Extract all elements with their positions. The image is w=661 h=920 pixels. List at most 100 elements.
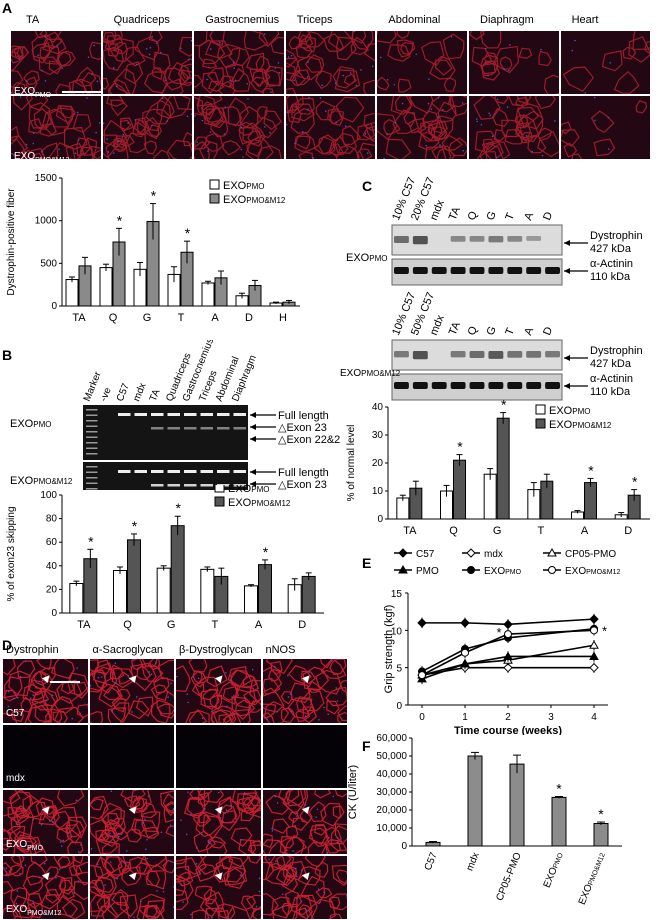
nucleus-dot xyxy=(37,55,39,57)
protein-label: α-Actinin xyxy=(590,373,633,385)
nucleus-dot xyxy=(323,891,325,893)
nucleus-dot xyxy=(41,70,43,72)
nucleus-dot xyxy=(318,719,320,721)
fiber-outline xyxy=(222,811,237,831)
panel-d-row-label: C57 xyxy=(6,708,24,719)
fiber-outline xyxy=(316,101,334,119)
immunostain-tile xyxy=(175,724,262,790)
nucleus-dot xyxy=(161,98,163,100)
nucleus-dot xyxy=(372,65,374,67)
y-tick-label: 80 xyxy=(46,514,58,525)
nucleus-dot xyxy=(52,821,54,823)
actinin-band xyxy=(413,382,428,389)
band-label: Full length xyxy=(278,467,329,479)
fiber-outline xyxy=(410,96,433,113)
y-axis-label: Grip strength (kgf) xyxy=(383,605,395,694)
ladder-band xyxy=(86,466,98,468)
dystrophin-band xyxy=(507,351,522,358)
data-point xyxy=(591,627,598,634)
fiber-outline xyxy=(602,51,621,71)
legend-swatch xyxy=(536,405,545,414)
nucleus-dot xyxy=(135,696,137,698)
fiber-outline xyxy=(40,31,61,42)
nucleus-dot xyxy=(33,819,35,821)
panel-f-bar-chart: 010,00020,00030,00040,00050,00060,000CK … xyxy=(340,728,661,917)
nucleus-dot xyxy=(507,106,509,108)
nucleus-dot xyxy=(210,48,212,50)
nucleus-dot xyxy=(150,674,152,676)
bar xyxy=(397,498,409,519)
nucleus-dot xyxy=(275,860,277,862)
nucleus-dot xyxy=(181,884,183,886)
nucleus-dot xyxy=(114,662,116,664)
nucleus-dot xyxy=(307,61,309,63)
dystrophin-band xyxy=(488,351,503,359)
panel-a-column-ta: TA xyxy=(26,14,39,26)
fiber-outline xyxy=(167,140,192,159)
immunostain-tile xyxy=(262,789,349,855)
y-tick-label: 1000 xyxy=(35,216,58,227)
bar xyxy=(454,460,466,519)
nucleus-dot xyxy=(207,79,209,81)
nucleus-dot xyxy=(355,85,357,87)
nucleus-dot xyxy=(126,850,128,852)
data-point xyxy=(462,649,469,656)
x-tick-label: Q xyxy=(109,312,118,324)
nucleus-dot xyxy=(247,83,249,85)
fiber-outline xyxy=(308,802,326,822)
tissue-image-tile xyxy=(285,30,377,95)
nucleus-dot xyxy=(304,804,306,806)
x-tick-label: T xyxy=(537,525,544,537)
nucleus-dot xyxy=(276,711,278,713)
nucleus-dot xyxy=(113,152,115,154)
immunostain-tile xyxy=(175,658,262,724)
nucleus-dot xyxy=(196,847,198,849)
significance-star: * xyxy=(263,544,269,560)
actinin-band xyxy=(488,267,503,274)
nucleus-dot xyxy=(308,97,310,99)
y-tick-label: 60,000 xyxy=(376,733,407,744)
nucleus-dot xyxy=(74,892,76,894)
nucleus-dot xyxy=(252,669,254,671)
x-tick-label: H xyxy=(279,312,287,324)
nucleus-dot xyxy=(225,106,227,108)
actinin-band xyxy=(507,382,522,389)
nucleus-dot xyxy=(226,705,228,707)
band-full-length xyxy=(217,413,230,416)
significance-star: * xyxy=(457,439,463,455)
immunostain-tile xyxy=(175,855,262,920)
fiber-outline xyxy=(210,31,225,45)
x-tick-label: 2 xyxy=(505,712,511,723)
bar xyxy=(66,280,78,306)
tissue-image-tile xyxy=(560,95,652,160)
y-tick-label: 0 xyxy=(377,514,383,525)
nucleus-dot xyxy=(33,900,35,902)
protein-kda: 427 kDa xyxy=(590,358,632,370)
nucleus-dot xyxy=(16,823,18,825)
nucleus-dot xyxy=(495,156,497,158)
fiber-outline xyxy=(519,48,531,58)
nucleus-dot xyxy=(240,874,242,876)
legend-label: PMO xyxy=(416,566,439,577)
actinin-band xyxy=(432,382,447,389)
immunostain-tile xyxy=(89,724,176,790)
nucleus-dot xyxy=(52,695,54,697)
nucleus-dot xyxy=(360,69,362,71)
x-tick-label: EXOPMO xyxy=(542,850,566,889)
fiber-outline xyxy=(444,34,464,58)
nucleus-dot xyxy=(78,139,80,141)
nucleus-dot xyxy=(6,873,8,875)
actinin-band xyxy=(526,267,541,274)
nucleus-dot xyxy=(290,711,292,713)
protein-kda: 427 kDa xyxy=(590,243,632,255)
ladder-band xyxy=(86,420,98,422)
nucleus-dot xyxy=(264,33,266,35)
nucleus-dot xyxy=(365,133,367,135)
band-full-length xyxy=(201,413,214,416)
fiber-outline xyxy=(77,704,87,717)
nucleus-dot xyxy=(387,79,389,81)
nucleus-dot xyxy=(20,676,22,678)
nucleus-dot xyxy=(526,135,528,137)
legend-label: EXOPMO&M12 xyxy=(565,566,620,577)
legend-label: EXOPMO xyxy=(484,566,522,577)
